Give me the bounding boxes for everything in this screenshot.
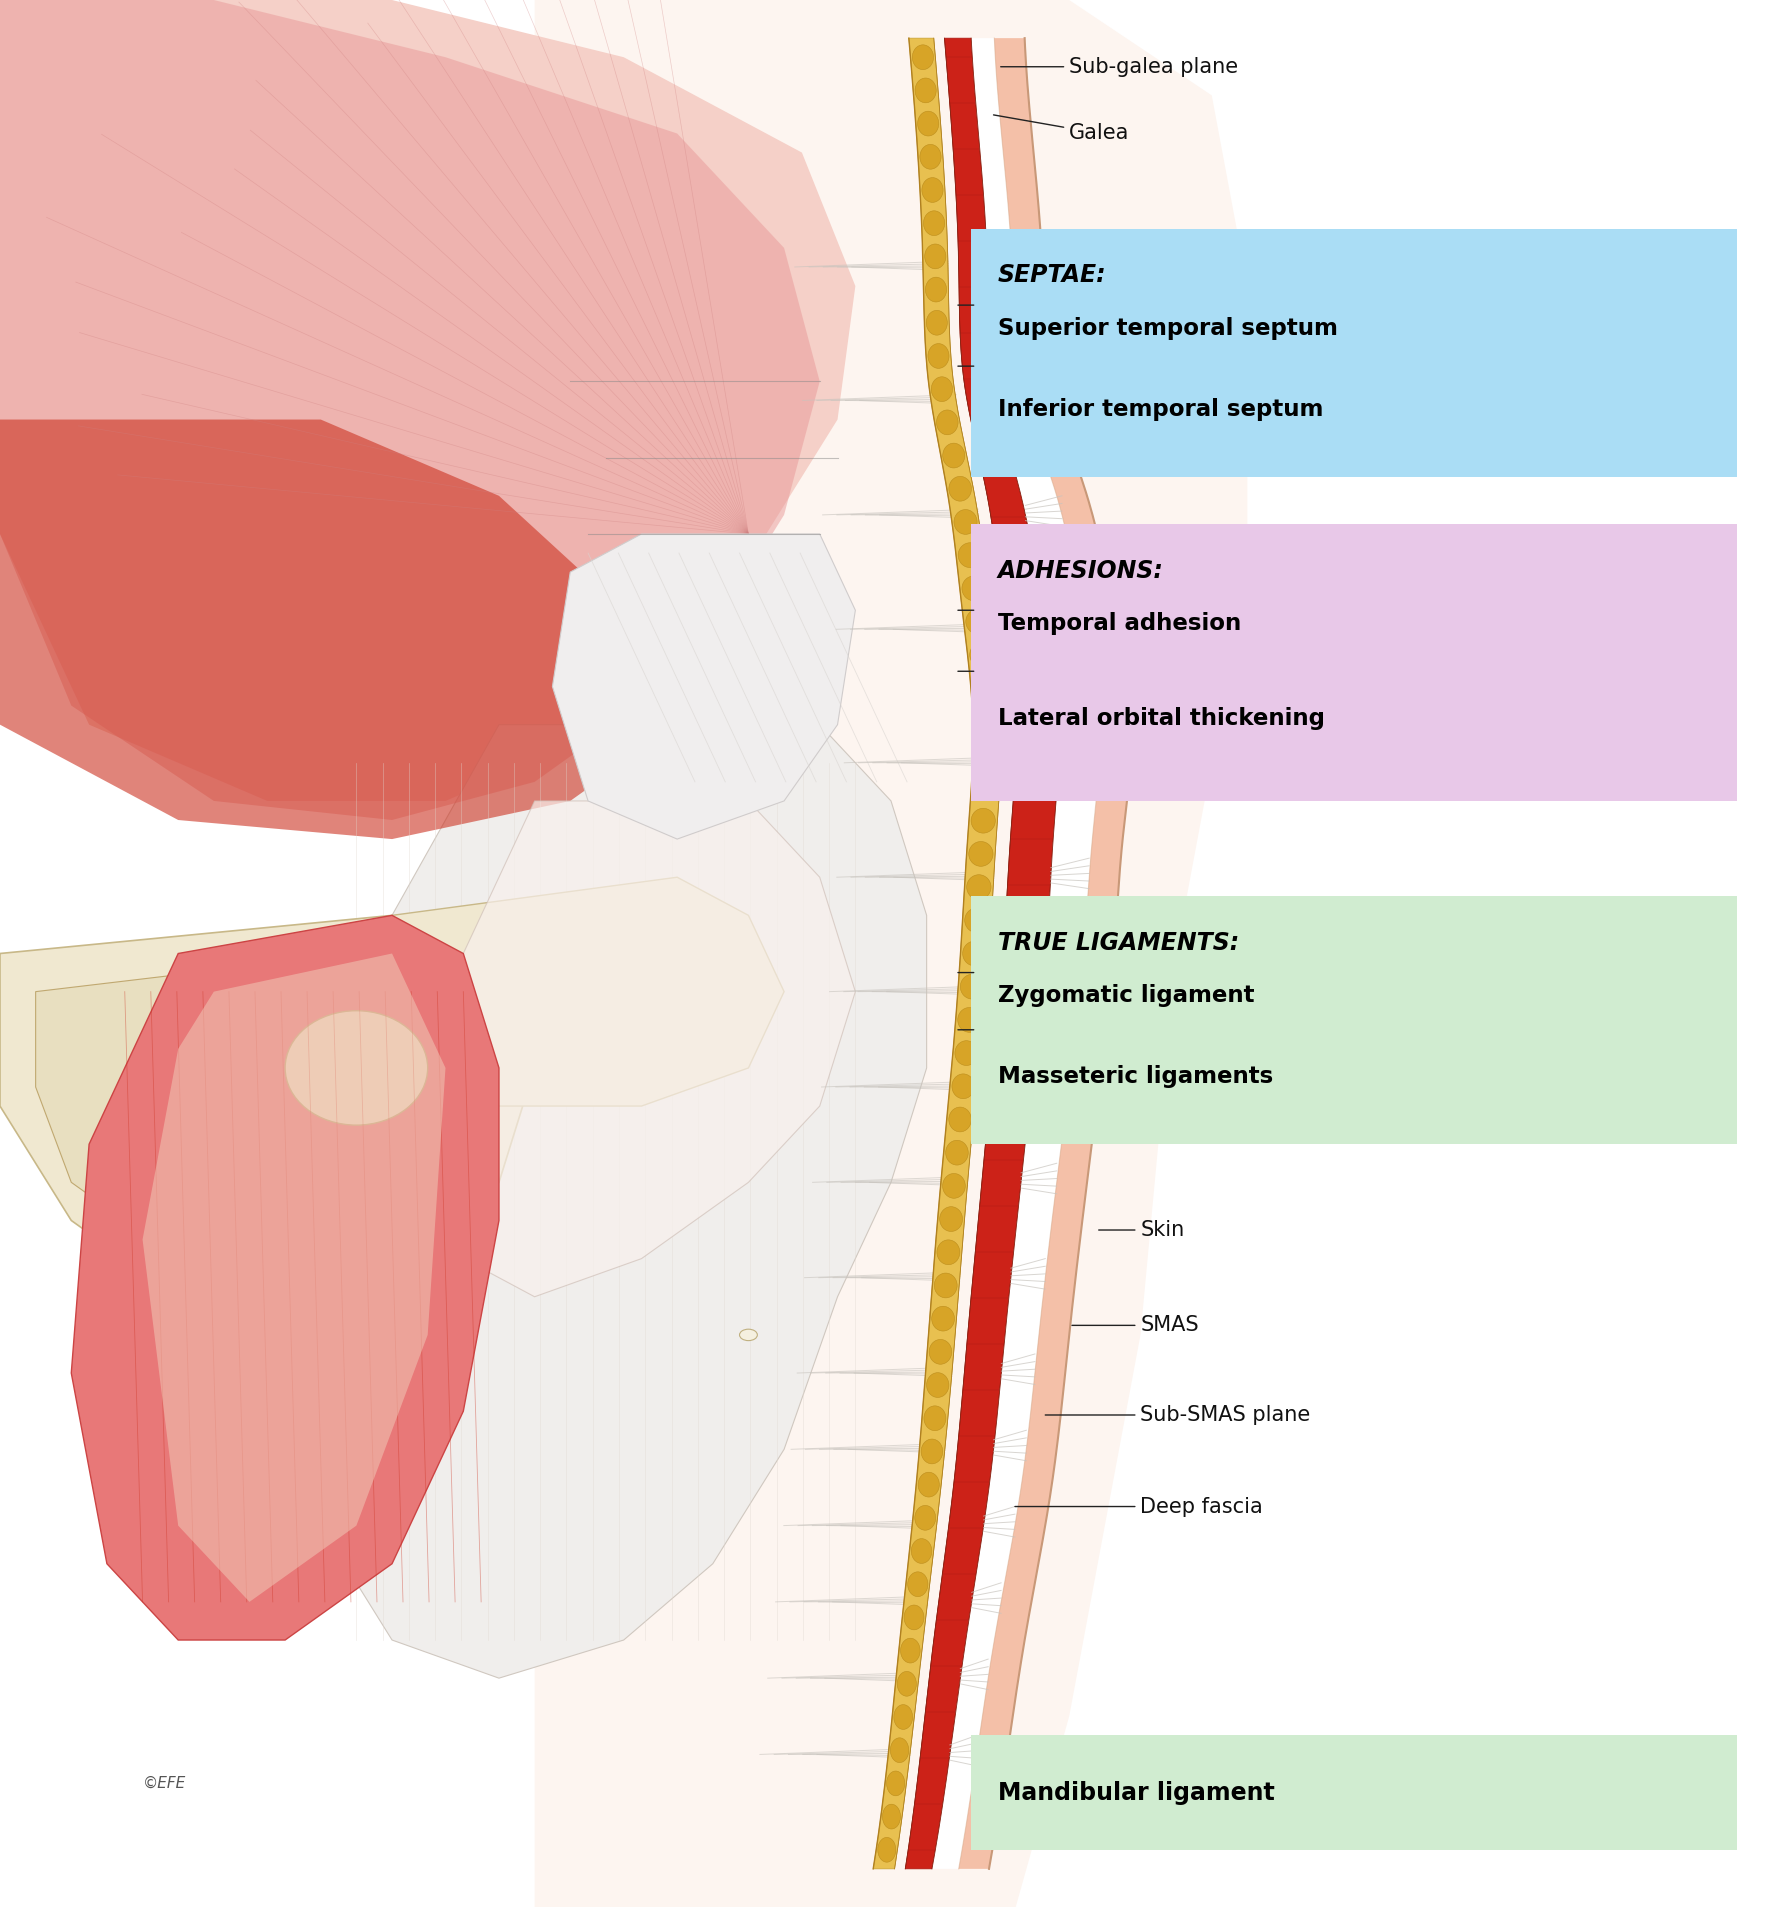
Ellipse shape <box>946 1140 968 1165</box>
Ellipse shape <box>966 608 991 633</box>
Polygon shape <box>321 725 927 1678</box>
Ellipse shape <box>912 44 934 71</box>
Ellipse shape <box>939 1207 962 1232</box>
Text: Sub-SMAS plane: Sub-SMAS plane <box>1046 1405 1312 1425</box>
Text: Zygomatic ligament: Zygomatic ligament <box>998 984 1255 1007</box>
Text: TRUE LIGAMENTS:: TRUE LIGAMENTS: <box>998 931 1238 955</box>
Ellipse shape <box>960 974 984 999</box>
Ellipse shape <box>907 1571 928 1596</box>
Ellipse shape <box>923 1405 946 1430</box>
Ellipse shape <box>966 875 991 900</box>
Ellipse shape <box>962 576 985 601</box>
Ellipse shape <box>969 841 993 866</box>
Ellipse shape <box>964 908 989 933</box>
Polygon shape <box>71 915 499 1640</box>
Ellipse shape <box>932 1306 955 1331</box>
Polygon shape <box>873 38 1001 1869</box>
Ellipse shape <box>937 410 959 435</box>
Ellipse shape <box>969 643 994 667</box>
Ellipse shape <box>975 742 1000 767</box>
Ellipse shape <box>882 1804 900 1829</box>
Ellipse shape <box>927 1373 948 1398</box>
FancyBboxPatch shape <box>971 1735 1737 1850</box>
Text: Mandibular ligament: Mandibular ligament <box>998 1781 1274 1804</box>
Polygon shape <box>932 38 1099 1869</box>
Ellipse shape <box>975 709 1000 734</box>
Ellipse shape <box>957 1007 982 1032</box>
Ellipse shape <box>962 942 987 967</box>
Ellipse shape <box>928 1339 952 1364</box>
Polygon shape <box>392 877 784 1106</box>
Ellipse shape <box>959 543 982 568</box>
Ellipse shape <box>918 111 939 135</box>
Polygon shape <box>143 954 446 1602</box>
Text: Masseteric ligaments: Masseteric ligaments <box>998 1064 1272 1089</box>
Ellipse shape <box>952 1074 975 1098</box>
Polygon shape <box>0 0 820 820</box>
Ellipse shape <box>914 78 936 103</box>
Ellipse shape <box>923 212 944 236</box>
Ellipse shape <box>973 774 998 799</box>
Ellipse shape <box>285 1011 428 1125</box>
FancyBboxPatch shape <box>971 524 1737 801</box>
Ellipse shape <box>937 1240 960 1264</box>
Text: Skin: Skin <box>1099 1220 1185 1240</box>
Ellipse shape <box>971 809 996 833</box>
Ellipse shape <box>955 1041 978 1066</box>
Ellipse shape <box>928 343 950 368</box>
Text: Superior temporal septum: Superior temporal septum <box>998 317 1338 339</box>
Polygon shape <box>535 0 1247 1907</box>
FancyBboxPatch shape <box>971 229 1737 477</box>
Text: ADHESIONS:: ADHESIONS: <box>998 559 1164 584</box>
Ellipse shape <box>973 675 998 700</box>
FancyBboxPatch shape <box>971 896 1737 1144</box>
Ellipse shape <box>896 1671 916 1695</box>
Polygon shape <box>36 954 481 1259</box>
Polygon shape <box>959 38 1132 1869</box>
Ellipse shape <box>911 1539 932 1564</box>
Ellipse shape <box>891 1737 909 1762</box>
Text: Temporal adhesion: Temporal adhesion <box>998 612 1242 635</box>
Text: Galea: Galea <box>994 114 1130 143</box>
Ellipse shape <box>920 145 941 170</box>
Ellipse shape <box>918 1472 939 1497</box>
Ellipse shape <box>943 442 964 467</box>
Ellipse shape <box>895 1705 912 1730</box>
Text: SMAS: SMAS <box>1073 1316 1199 1335</box>
Ellipse shape <box>900 1638 920 1663</box>
Ellipse shape <box>943 1173 966 1198</box>
Polygon shape <box>0 0 855 801</box>
Text: ©EFE: ©EFE <box>143 1775 185 1791</box>
Ellipse shape <box>934 1274 957 1299</box>
Ellipse shape <box>927 311 948 336</box>
Ellipse shape <box>879 1838 896 1861</box>
Text: Deep fascia: Deep fascia <box>1016 1497 1263 1516</box>
Text: Lateral orbital thickening: Lateral orbital thickening <box>998 707 1324 730</box>
Text: Inferior temporal septum: Inferior temporal septum <box>998 399 1324 421</box>
Text: SEPTAE:: SEPTAE: <box>998 263 1107 288</box>
Ellipse shape <box>903 1606 925 1630</box>
Ellipse shape <box>925 244 946 269</box>
Ellipse shape <box>921 177 943 202</box>
Ellipse shape <box>740 1329 757 1341</box>
Text: Sub-galea plane: Sub-galea plane <box>1001 57 1238 76</box>
Ellipse shape <box>1051 582 1158 658</box>
Polygon shape <box>428 801 855 1297</box>
Ellipse shape <box>914 1505 936 1529</box>
Ellipse shape <box>932 378 953 402</box>
Ellipse shape <box>887 1772 905 1796</box>
Polygon shape <box>0 915 535 1297</box>
Polygon shape <box>0 420 677 839</box>
Polygon shape <box>905 38 1059 1869</box>
Ellipse shape <box>948 1108 971 1133</box>
Polygon shape <box>932 38 1099 1869</box>
Ellipse shape <box>948 477 971 502</box>
Ellipse shape <box>921 1440 943 1465</box>
Ellipse shape <box>925 277 946 301</box>
Polygon shape <box>552 534 855 839</box>
Ellipse shape <box>953 509 977 534</box>
